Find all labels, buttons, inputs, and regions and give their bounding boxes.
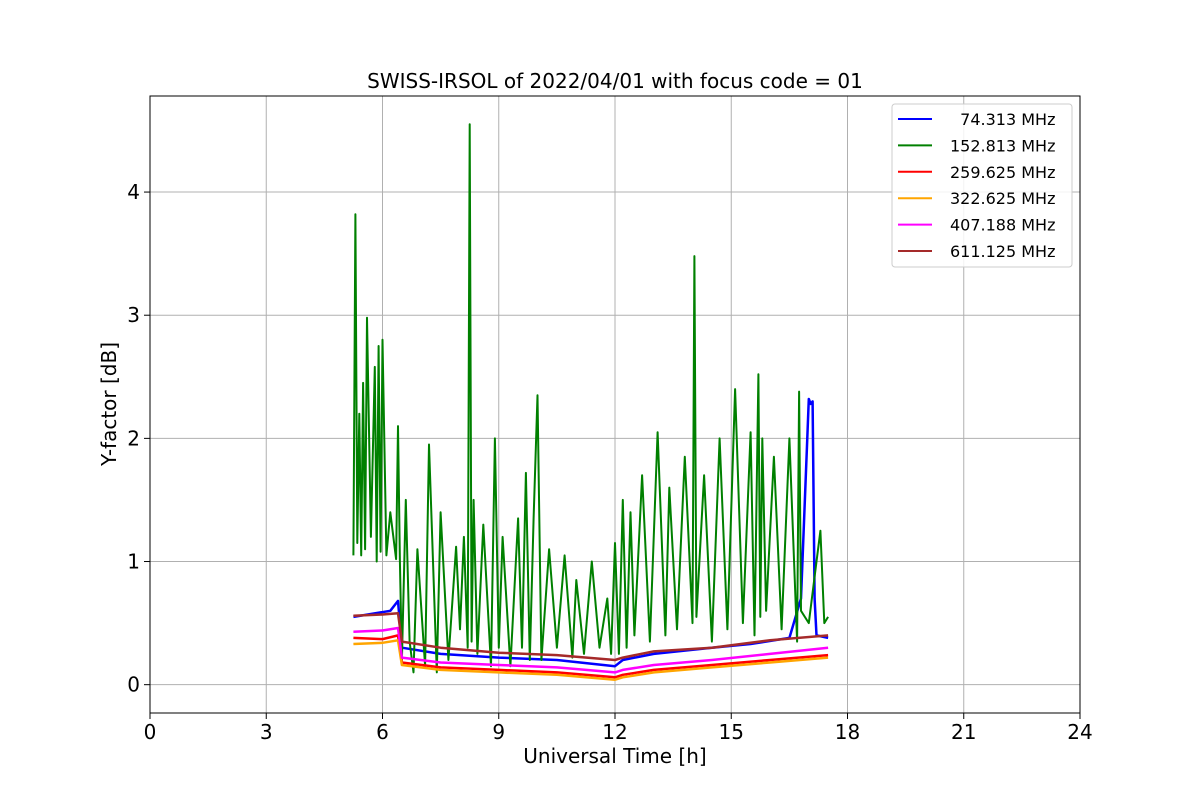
y-tick-label: 1 [127,550,140,574]
legend-box [891,103,1073,268]
y-tick-label: 2 [127,426,140,450]
series-line-3 [353,639,829,681]
y-tick-label: 3 [127,303,140,327]
legend: 74.313 MHz 152.813 MHz 259.625 MHz 322.625 … [891,103,1073,268]
legend-label-3: 322.625 MHz [950,189,1055,208]
x-tick-label: 24 [1067,720,1092,744]
x-tick-label: 9 [492,720,505,744]
legend-label-4: 407.188 MHz [950,216,1055,235]
legend-label-2: 259.625 MHz [950,163,1055,182]
legend-label-1: 152.813 MHz [950,136,1055,155]
series-line-4 [353,626,829,674]
y-tick-label: 4 [127,180,140,204]
legend-label-0: 74.313 MHz [950,110,1055,129]
x-axis-label: Universal Time [h] [523,744,706,768]
x-tick-label: 3 [260,720,273,744]
legend-label-5: 611.125 MHz [950,242,1055,261]
y-tick-label: 0 [127,673,140,697]
y-axis-label: Y-factor [dB] [97,342,121,467]
series-line-1 [352,123,829,674]
x-tick-label: 15 [719,720,744,744]
x-tick-label: 6 [376,720,389,744]
series-line-5 [353,611,829,662]
x-tick-label: 18 [835,720,860,744]
chart-title: SWISS-IRSOL of 2022/04/01 with focus cod… [367,69,863,93]
x-tick-label: 21 [951,720,976,744]
series-layer [352,123,829,681]
x-tick-label: 0 [144,720,157,744]
x-tick-label: 12 [602,720,627,744]
